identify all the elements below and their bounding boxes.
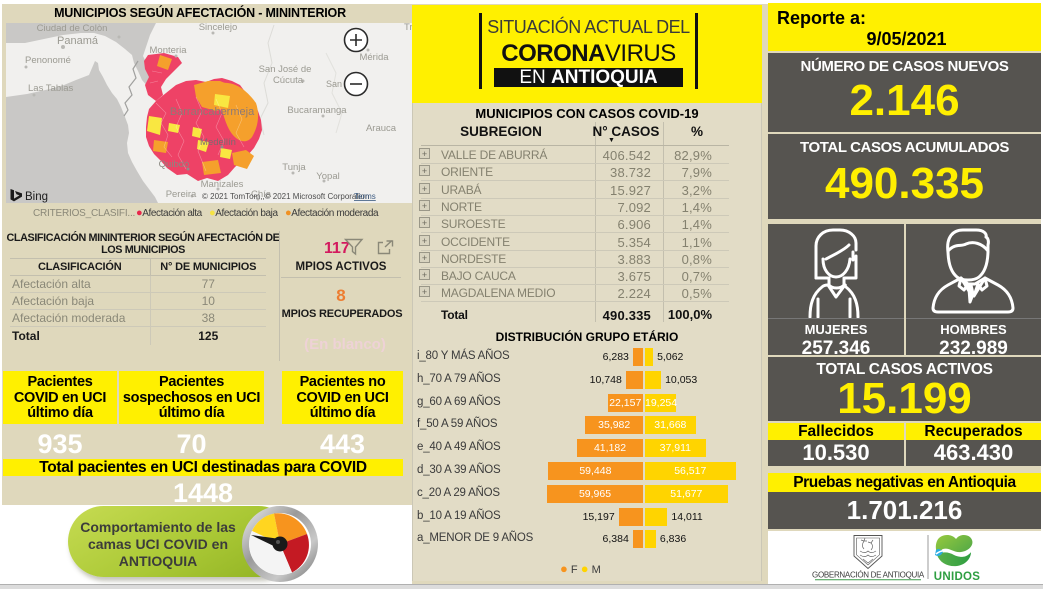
svg-text:San José de: San José de xyxy=(259,64,312,75)
svg-text:Bucaramanga: Bucaramanga xyxy=(287,105,347,116)
svg-text:Quibdó: Quibdó xyxy=(159,159,190,170)
svg-text:© 2021 TomTom,,© 2021 Microsof: © 2021 TomTom,,© 2021 Microsoft Corporat… xyxy=(202,192,369,201)
svg-text:Chía: Chía xyxy=(251,189,272,200)
svg-text:Tunja: Tunja xyxy=(282,162,306,173)
svg-text:Bing: Bing xyxy=(25,191,48,203)
svg-text:Pereira: Pereira xyxy=(166,189,197,200)
svg-text:Medellín: Medellín xyxy=(200,137,236,148)
svg-text:Barrancabermeja: Barrancabermeja xyxy=(170,106,255,118)
svg-text:Cúcuta: Cúcuta xyxy=(273,75,304,86)
svg-text:Mérida: Mérida xyxy=(359,52,389,63)
svg-text:Arauca: Arauca xyxy=(366,123,397,134)
svg-text:Ciudad de Colòn: Ciudad de Colòn xyxy=(37,23,108,34)
svg-text:Yopal: Yopal xyxy=(316,171,339,182)
svg-text:Sincelejo: Sincelejo xyxy=(199,23,238,33)
svg-text:San C: San C xyxy=(326,79,352,89)
svg-text:Panamá: Panamá xyxy=(57,35,99,47)
svg-text:Manizales: Manizales xyxy=(201,179,244,190)
svg-text:Tr: Tr xyxy=(404,23,412,33)
svg-text:Terms: Terms xyxy=(354,192,376,201)
svg-text:UNIDOS: UNIDOS xyxy=(934,571,981,583)
svg-text:Monteria: Monteria xyxy=(150,45,188,56)
svg-text:GOBERNACIÓN DE ANTIOQUIA: GOBERNACIÓN DE ANTIOQUIA xyxy=(812,571,925,580)
svg-text:Las Tablas: Las Tablas xyxy=(28,83,73,94)
svg-text:Penonomé: Penonomé xyxy=(25,55,71,66)
